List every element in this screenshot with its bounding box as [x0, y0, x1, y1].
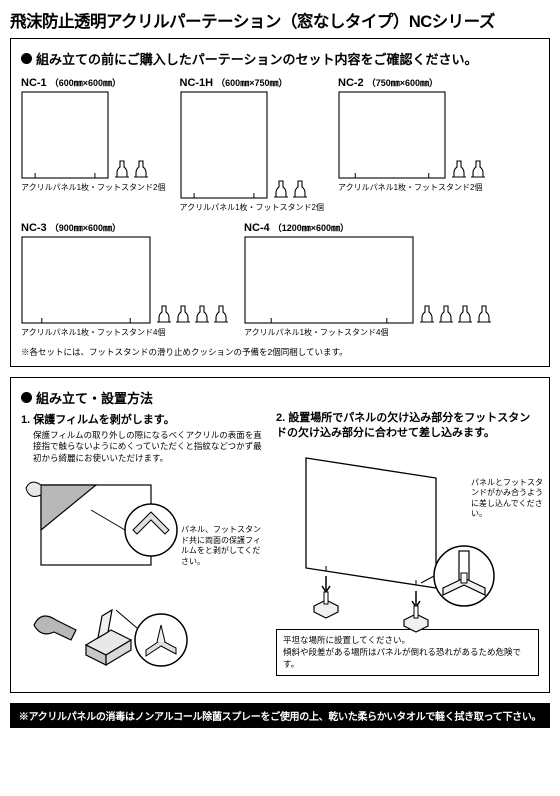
set-note: ※各セットには、フットスタンドの滑り止めクッションの予備を2個同梱しています。: [21, 346, 539, 358]
variant-NC-1H: NC-1H （600㎜×750㎜） アクリルパネル1枚・フットスタンド2個: [180, 76, 325, 213]
disclaimer-bar: ※アクリルパネルの消毒はノンアルコール除菌スプレーをご使用の上、乾いた柔らかいタ…: [10, 703, 550, 728]
variant-caption: アクリルパネル1枚・フットスタンド2個: [180, 202, 325, 213]
variant-NC-3: NC-3 （900㎜×600㎜） アクリルパネル1枚・フットスタンド4個: [21, 221, 230, 338]
variant-label: NC-3 （900㎜×600㎜）: [21, 221, 230, 234]
variants-row-2: NC-3 （900㎜×600㎜） アクリルパネル1枚・フットスタンド4個 NC-…: [21, 221, 539, 338]
step1-title: 1. 保護フィルムを剥がします。: [21, 411, 266, 427]
variant-figure: [21, 91, 166, 179]
step1-callout: パネル、フットスタンド共に両面の保護フィルムをと剥がしてください。: [181, 525, 266, 567]
film-corner-zoom: [121, 500, 181, 560]
variant-figure: [338, 91, 487, 179]
placement-note: 平坦な場所に設置してください。傾斜や段差がある場所はパネルが倒れる恐れがあるため…: [276, 629, 539, 677]
section1-heading-text: 組み立ての前にご購入したパーテーションのセット内容をご確認ください。: [36, 49, 477, 68]
section2-heading-text: 組み立て・設置方法: [36, 388, 153, 407]
variants-row-1: NC-1 （600㎜×600㎜） アクリルパネル1枚・フットスタンド2個 NC-…: [21, 76, 539, 213]
variant-caption: アクリルパネル1枚・フットスタンド2個: [21, 182, 166, 193]
variant-NC-2: NC-2 （750㎜×600㎜） アクリルパネル1枚・フットスタンド2個: [338, 76, 487, 213]
variant-figure: [244, 236, 493, 324]
step2-title: 2. 設置場所でパネルの欠け込み部分をフットスタンドの欠け込み部分に合わせて差し…: [276, 411, 539, 442]
step2-callout: パネルとフットスタンドがかみ合うように差し込んでください。: [471, 478, 549, 520]
bullet-icon: [21, 392, 32, 403]
variant-label: NC-1 （600㎜×600㎜）: [21, 76, 166, 89]
variant-NC-1: NC-1 （600㎜×600㎜） アクリルパネル1枚・フットスタンド2個: [21, 76, 166, 213]
section1-heading: 組み立ての前にご購入したパーテーションのセット内容をご確認ください。: [21, 49, 539, 68]
variant-caption: アクリルパネル1枚・フットスタンド2個: [338, 182, 487, 193]
variant-caption: アクリルパネル1枚・フットスタンド4個: [244, 327, 493, 338]
section-set-contents: 組み立ての前にご購入したパーテーションのセット内容をご確認ください。 NC-1 …: [10, 38, 550, 367]
section2-heading: 組み立て・設置方法: [21, 388, 539, 407]
variant-figure: [21, 236, 230, 324]
joint-zoom: [431, 543, 497, 609]
step1-body: 保護フィルムの取り外しの際になるべくアクリルの表面を直接指で触らないようにめくっ…: [33, 430, 266, 464]
section-assembly: 組み立て・設置方法 1. 保護フィルムを剥がします。 保護フィルムの取り外しの際…: [10, 377, 550, 693]
variant-caption: アクリルパネル1枚・フットスタンド4個: [21, 327, 230, 338]
bullet-icon: [21, 53, 32, 64]
variant-label: NC-4 （1200㎜×600㎜）: [244, 221, 493, 234]
variant-label: NC-2 （750㎜×600㎜）: [338, 76, 487, 89]
variant-NC-4: NC-4 （1200㎜×600㎜） アクリルパネル1枚・フットスタンド4個: [244, 221, 493, 338]
footstand-zoom: [131, 610, 191, 670]
variant-figure: [180, 91, 325, 199]
variant-label: NC-1H （600㎜×750㎜）: [180, 76, 325, 89]
main-title: 飛沫防止透明アクリルパーテーション（窓なしタイプ）NCシリーズ: [10, 8, 550, 32]
